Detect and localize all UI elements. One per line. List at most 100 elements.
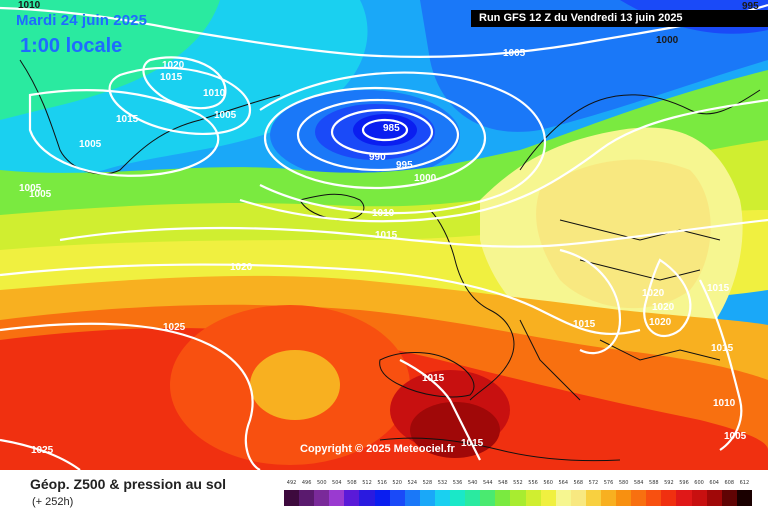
scale-swatch <box>495 490 511 506</box>
scale-swatch <box>600 490 617 506</box>
forecast-time: 1:00 locale <box>20 35 123 57</box>
isobar-1020-east <box>643 258 692 337</box>
subtropical-high-core <box>250 350 340 420</box>
isobar-label: 1005 <box>79 139 102 150</box>
isobar-label: 1015 <box>160 72 183 83</box>
isobar-label: 995 <box>396 160 413 171</box>
scale-swatch <box>329 490 345 506</box>
scale-label: 548 <box>498 480 508 486</box>
isobar-985 <box>361 118 409 142</box>
scale-swatch <box>389 490 405 506</box>
italy-coast <box>519 319 581 401</box>
isobar-1015-med <box>399 359 481 461</box>
isobar-label: 985 <box>383 123 400 134</box>
scale-label: 576 <box>603 480 614 486</box>
isobar-1025-west <box>0 322 261 470</box>
scale-swatch <box>646 490 662 506</box>
scale-label: 592 <box>664 480 674 486</box>
isobar-label: 1005 <box>503 48 526 59</box>
scale-label: 568 <box>573 480 584 486</box>
scale-label: 516 <box>377 480 387 486</box>
isobar-label: 1015 <box>707 283 730 294</box>
north-africa-coast <box>379 437 621 462</box>
isobar-label: 1000 <box>656 35 679 46</box>
isobar-label: 995 <box>742 1 759 12</box>
scale-swatch <box>555 490 571 506</box>
scale-swatch <box>736 490 752 506</box>
forecast-map: Mardi 24 juin 2025 1:00 locale Run GFS 1… <box>0 0 768 470</box>
field-548-band <box>0 70 768 235</box>
forecast-date: Mardi 24 juin 2025 <box>16 12 148 29</box>
scale-label: 532 <box>437 480 448 486</box>
scale-swatch <box>661 490 677 506</box>
scale-label: 608 <box>724 480 735 486</box>
copyright-notice: Copyright © 2025 Meteociel.fr <box>300 443 455 455</box>
scale-swatch <box>450 490 466 506</box>
scale-swatch <box>314 490 330 506</box>
scale-label: 540 <box>467 480 478 486</box>
field-604-med <box>410 402 500 458</box>
scale-swatch <box>510 490 526 506</box>
isobar-label: 1020 <box>230 262 253 273</box>
isobar-label: 1025 <box>31 445 54 456</box>
isobar-label: 990 <box>369 152 386 163</box>
isobar-label: 1010 <box>713 398 736 409</box>
scale-label: 564 <box>558 480 568 486</box>
isobar-1015-east <box>699 279 743 451</box>
isobar-label: 1015 <box>461 438 484 449</box>
western-europe-coast <box>429 209 515 401</box>
isobar-1015-alps <box>559 248 622 355</box>
forecast-lead-time: (+ 252h) <box>32 496 74 508</box>
scale-swatch <box>434 490 451 506</box>
map-title: Géop. Z500 & pression au sol <box>30 476 227 492</box>
isobar-label: 1020 <box>649 317 672 328</box>
isobar-label: 1020 <box>652 302 675 313</box>
color-scale-bar <box>284 490 752 506</box>
isobar-label: 1015 <box>422 373 445 384</box>
run-banner: Run GFS 12 Z du Vendredi 13 juin 2025 <box>471 10 768 27</box>
scale-label: 604 <box>709 480 719 486</box>
isobar-995 <box>296 98 460 172</box>
isobar-label: 1010 <box>18 0 41 11</box>
isobar-label: 1005 <box>724 431 747 442</box>
scale-label: 528 <box>422 480 433 486</box>
scale-swatch <box>616 490 632 506</box>
scale-swatch <box>691 490 707 506</box>
greenland-coast <box>19 59 281 175</box>
scale-swatch <box>299 490 315 506</box>
iceland-coast <box>299 193 365 221</box>
isobar-label: 1025 <box>163 322 186 333</box>
scale-label: 496 <box>301 480 312 486</box>
map-canvas <box>0 0 768 470</box>
scale-label: 544 <box>482 480 493 486</box>
coastlines <box>19 59 761 462</box>
iberia-coast <box>379 352 475 398</box>
scale-swatch <box>374 490 390 506</box>
field-524-ne <box>420 0 768 132</box>
ridge-europe-core <box>536 159 711 309</box>
isobar-990 <box>330 108 434 156</box>
isobar-1015-band <box>59 218 768 248</box>
eastern-europe-border <box>579 259 701 281</box>
scale-label: 552 <box>513 480 523 486</box>
isobar-1025-sw <box>0 438 81 470</box>
isobar-label: 1015 <box>116 114 139 125</box>
scale-swatch <box>706 490 722 506</box>
scale-label: 560 <box>543 480 553 486</box>
scale-label: 580 <box>618 480 629 486</box>
isobar-label: 1020 <box>642 288 665 299</box>
scale-swatch <box>585 490 601 506</box>
scale-swatch <box>465 490 481 506</box>
scale-label: 600 <box>694 480 704 486</box>
central-europe-border <box>559 219 721 241</box>
isobar-1010-greenland <box>28 89 220 177</box>
isobar-label: 1015 <box>711 343 734 354</box>
scale-swatch <box>721 490 737 506</box>
scale-swatch <box>525 490 541 506</box>
isobar-1005-low <box>259 71 547 215</box>
isobar-label: 1010 <box>203 88 226 99</box>
isobar-1000 <box>263 86 487 190</box>
scale-label: 536 <box>452 480 463 486</box>
isobar-label: 1005 <box>29 189 52 200</box>
isobar-1010-band <box>239 98 768 223</box>
